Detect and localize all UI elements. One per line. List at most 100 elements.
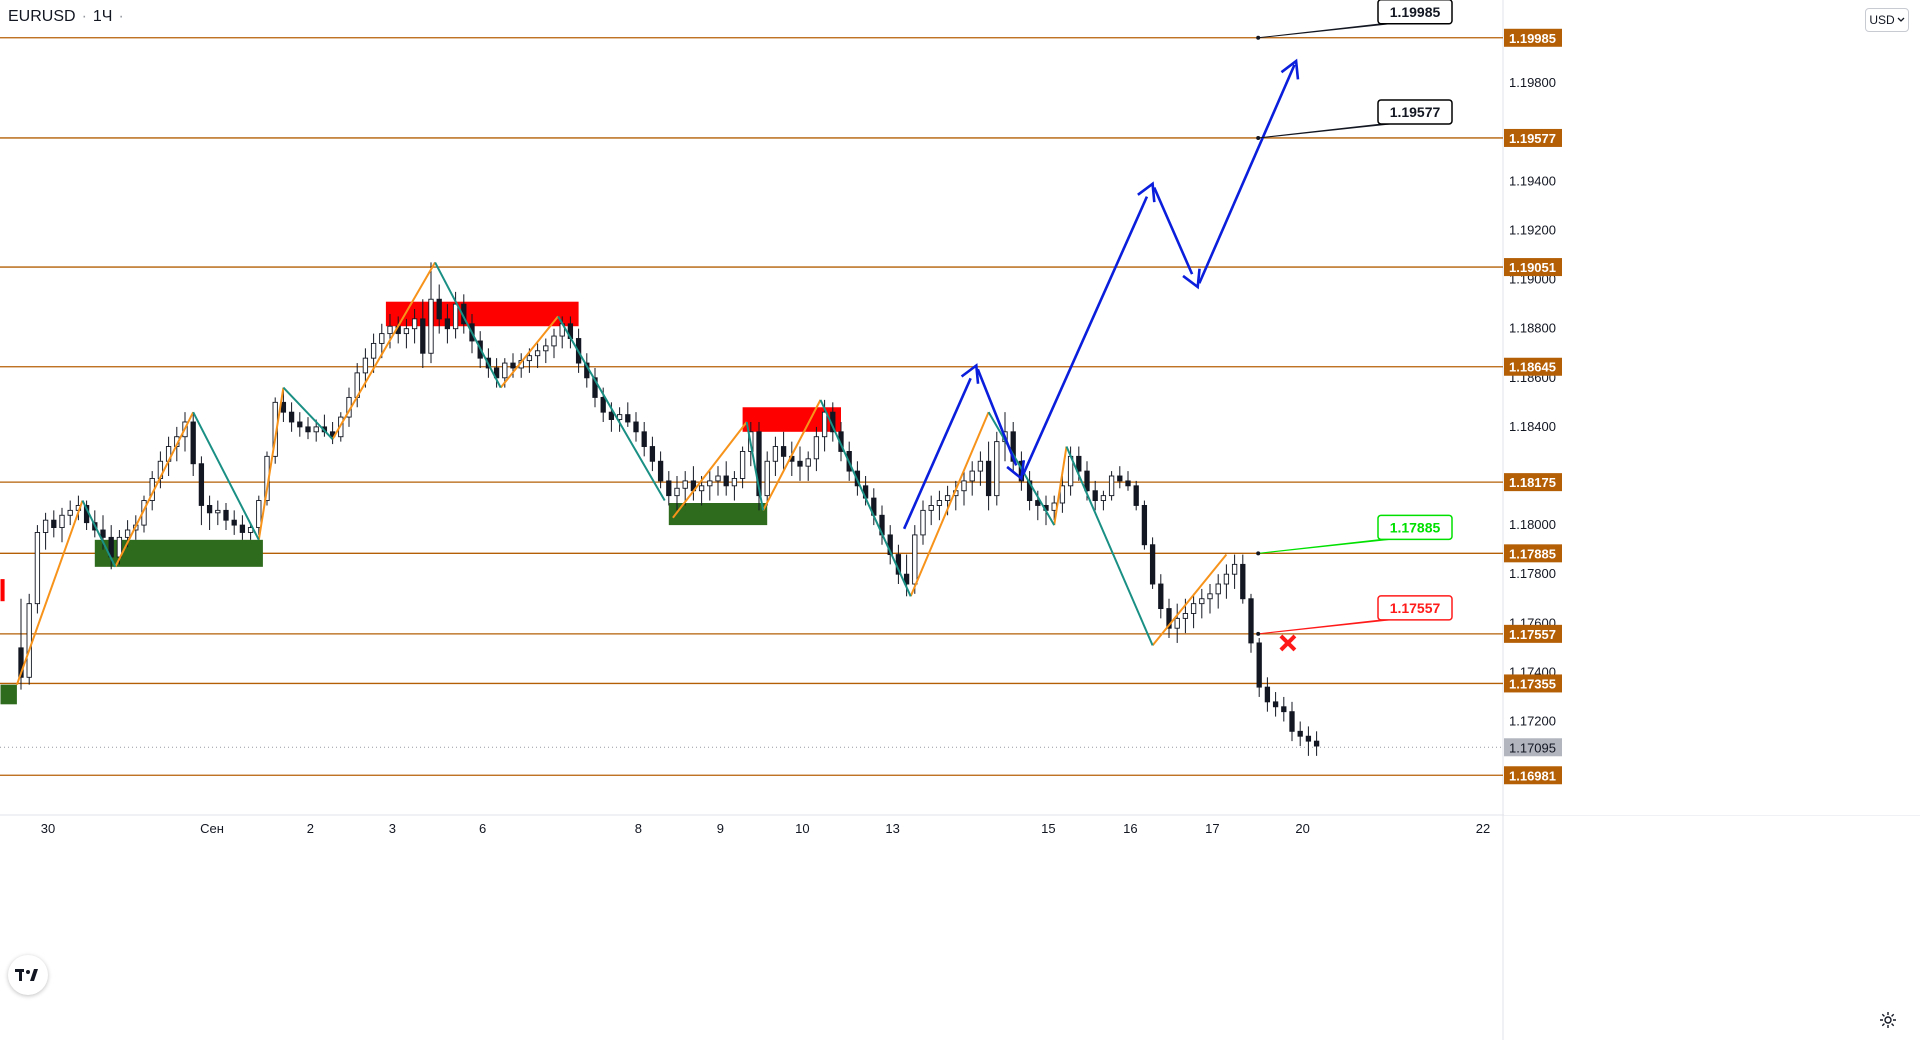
time-tick-label: 3 (389, 821, 396, 836)
demand-zone (668, 503, 768, 526)
price-axis[interactable]: 1.198001.194001.192001.190001.188001.186… (1504, 0, 1920, 815)
candle-up (698, 485, 705, 492)
candle-down (51, 519, 57, 528)
price-tick-label: 1.19800 (1509, 75, 1556, 90)
candle-down (1297, 730, 1303, 737)
level-price-label: 1.18175 (1509, 475, 1556, 490)
supply-zone (385, 301, 579, 327)
symbol-name[interactable]: EURUSD (8, 8, 76, 25)
candle-down (1141, 505, 1148, 546)
candle-up (912, 534, 918, 585)
callout-box (1377, 99, 1453, 125)
projection-segment (1021, 196, 1149, 476)
candle-down (657, 460, 664, 482)
candle-up (707, 480, 713, 487)
time-tick-label: 16 (1123, 821, 1137, 836)
bear-wave-line (819, 399, 912, 597)
bear-wave-line (282, 386, 334, 440)
candle-down (100, 529, 106, 538)
tradingview-logo[interactable] (8, 955, 48, 995)
candle-up (313, 426, 319, 433)
last-price-label: 1.17095 (1509, 740, 1556, 755)
bull-wave-line (331, 261, 436, 440)
candle-up (969, 470, 975, 482)
time-axis[interactable]: 30 Сен 2 3 6 8 9 10 13 15 16 17 20 22 (41, 821, 1490, 836)
candle-up (1231, 563, 1238, 575)
candle-down (1281, 706, 1287, 713)
candle-down (633, 421, 639, 433)
level-price-label-bg (1504, 28, 1562, 47)
candle-down (1248, 598, 1254, 644)
time-tick-label: 15 (1041, 821, 1055, 836)
time-tick-label: 8 (635, 821, 642, 836)
currency-selector[interactable]: USD (1865, 8, 1909, 32)
candle-down (1256, 642, 1262, 688)
candle-down (1305, 735, 1312, 742)
time-tick-label: 17 (1205, 821, 1219, 836)
candle-down (510, 362, 516, 369)
candle-up (994, 441, 1000, 497)
candle-up (370, 342, 377, 359)
price-axis-bg (1504, 0, 1920, 815)
callout-label: 1.17885 (1390, 519, 1441, 535)
bull-wave-line (114, 411, 195, 568)
candle-up (1215, 583, 1221, 595)
candle-up (1174, 617, 1180, 629)
level-price-label: 1.17557 (1509, 627, 1556, 642)
candle-up (731, 478, 738, 487)
chart-settings-button[interactable] (1876, 1008, 1900, 1032)
callout-anchor-dot (1256, 631, 1261, 636)
candle-down (1240, 563, 1246, 600)
separator-dot: · (118, 8, 124, 25)
candle-up (452, 303, 459, 330)
candle-down (444, 318, 451, 330)
candles (18, 262, 1320, 756)
bear-wave-line (192, 411, 260, 541)
candle-up (961, 480, 967, 492)
candle-up (526, 355, 533, 362)
candle-up (1190, 603, 1197, 614)
projection-arrowhead (960, 363, 980, 384)
last-price-label-bg (1504, 738, 1562, 757)
candle-up (805, 458, 811, 467)
timeframe[interactable]: 1Ч (92, 8, 113, 25)
symbol-header[interactable]: EURUSD · 1Ч · (8, 8, 130, 26)
demand-zone (0, 684, 17, 705)
callout-pointer (1258, 619, 1391, 635)
candle-down (608, 411, 615, 420)
candle-down (1035, 500, 1041, 506)
bear-wave-line (81, 500, 117, 568)
level-price-label-bg (1504, 766, 1562, 785)
candle-up (936, 500, 943, 506)
candle-up (928, 505, 934, 511)
candle-down (231, 519, 237, 526)
candle-down (641, 431, 647, 447)
callout-pointer (1258, 538, 1391, 554)
candle-up (813, 436, 820, 460)
bull-wave-line (15, 500, 84, 686)
candle-up (428, 298, 434, 354)
bull-wave-line (672, 421, 748, 519)
time-tick-label: 30 (41, 821, 55, 836)
level-price-label: 1.19577 (1509, 131, 1556, 146)
time-tick-label: 22 (1476, 821, 1490, 836)
projection-arrowhead (1137, 181, 1156, 203)
time-tick-label: 13 (885, 821, 899, 836)
candle-up (215, 509, 221, 514)
price-tick-label: 1.17800 (1509, 566, 1556, 581)
time-tick-label: 9 (717, 821, 724, 836)
candle-up (1108, 475, 1115, 497)
gear-icon (1880, 1012, 1896, 1028)
callout-label: 1.19985 (1390, 4, 1441, 20)
bull-wave-line (1151, 553, 1228, 647)
candle-down (723, 475, 729, 487)
candle-up (1100, 495, 1107, 501)
candle-up (387, 325, 393, 335)
candle-down (1125, 480, 1131, 487)
callout-pointer (1258, 123, 1391, 139)
candle-up (534, 350, 541, 357)
horizontal-levels (0, 37, 1503, 776)
currency-label: USD (1869, 13, 1895, 27)
candle-up (1059, 485, 1066, 504)
